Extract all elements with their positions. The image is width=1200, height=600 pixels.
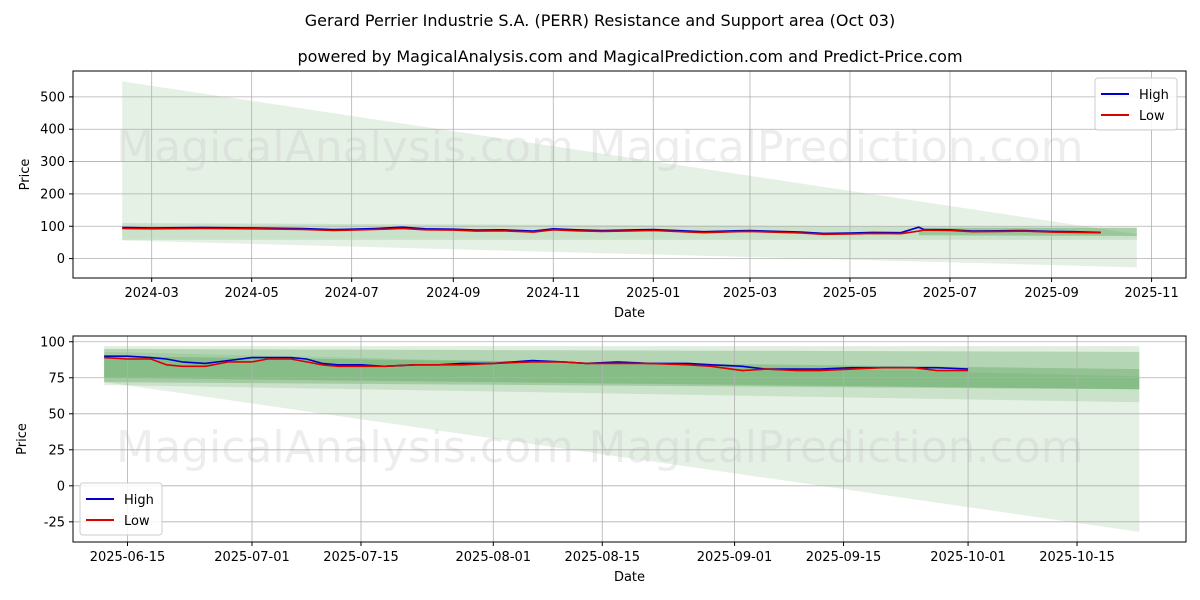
chart-subtitle: powered by MagicalAnalysis.com and Magic… — [297, 47, 962, 66]
low-legend-label: Low — [124, 514, 150, 529]
legend-box — [1094, 77, 1178, 131]
x-tick-label: 2024-09 — [426, 286, 480, 301]
watermark-text: MagicalAnalysis.com — [116, 422, 574, 473]
x-tick-label: 2025-07-15 — [323, 550, 399, 565]
y-tick-label: 100 — [40, 335, 65, 350]
y-tick-label: 25 — [48, 443, 65, 458]
x-tick-label: 2025-09-01 — [697, 550, 773, 565]
x-axis-label: Date — [614, 306, 645, 321]
x-tick-label: 2024-11 — [526, 286, 580, 301]
chart-title: Gerard Perrier Industrie S.A. (PERR) Res… — [305, 11, 895, 30]
plot-frame — [72, 335, 1187, 543]
high-legend-label: High — [1139, 88, 1169, 103]
watermark-text: MagicalPrediction.com — [589, 422, 1084, 473]
low-series-line — [104, 356, 969, 372]
x-tick-label: 2024-03 — [125, 286, 179, 301]
x-axis-label: Date — [614, 570, 645, 585]
y-tick-label: 500 — [40, 90, 65, 105]
support-resistance-band — [104, 348, 1140, 390]
y-tick-label: 0 — [57, 479, 65, 494]
x-tick-label: 2025-05 — [823, 286, 877, 301]
y-tick-label: 100 — [40, 220, 65, 235]
legend: High Low — [79, 482, 163, 536]
support-resistance-band — [122, 81, 1137, 268]
x-tick-label: 2024-07 — [324, 286, 378, 301]
support-resistance-band — [104, 351, 1140, 532]
legend: High Low — [1094, 77, 1178, 131]
x-tick-label: 2025-07-01 — [214, 550, 290, 565]
y-axis-label: Price — [15, 423, 30, 455]
x-tick-label: 2025-11 — [1124, 286, 1178, 301]
y-tick-label: 75 — [48, 371, 65, 386]
low-legend-label: Low — [1139, 109, 1165, 124]
high-series-line — [104, 355, 969, 370]
plot-area: MagicalAnalysis.com MagicalPrediction.com — [73, 71, 1186, 278]
x-tick-label: 2025-10-15 — [1039, 550, 1115, 565]
x-tick-label: 2025-07 — [923, 286, 977, 301]
bottom-chart: MagicalAnalysis.com MagicalPrediction.com… — [15, 335, 1187, 585]
x-tick-label: 2025-08-15 — [564, 550, 640, 565]
low-series-line — [122, 227, 1101, 236]
high-legend-label: High — [124, 493, 154, 508]
watermark-text: MagicalAnalysis.com — [116, 122, 574, 173]
x-tick-label: 2024-05 — [225, 286, 279, 301]
y-tick-label: -25 — [44, 515, 65, 530]
y-axis-label: Price — [18, 159, 33, 191]
legend-box — [79, 482, 163, 536]
support-resistance-band — [104, 346, 1140, 403]
x-tick-label: 2025-09 — [1024, 286, 1078, 301]
y-tick-label: 400 — [40, 123, 65, 138]
x-tick-label: 2025-09-15 — [806, 550, 882, 565]
y-tick-label: 300 — [40, 155, 65, 170]
y-tick-label: 0 — [57, 252, 65, 267]
x-tick-label: 2025-03 — [723, 286, 777, 301]
x-tick-label: 2025-01 — [626, 286, 680, 301]
x-tick-label: 2025-06-15 — [90, 550, 166, 565]
watermark-text: MagicalPrediction.com — [589, 122, 1084, 173]
plot-area: MagicalAnalysis.com MagicalPrediction.com — [73, 336, 1186, 542]
x-tick-label: 2025-08-01 — [456, 550, 532, 565]
y-tick-label: 50 — [48, 407, 65, 422]
plot-frame — [72, 70, 1187, 279]
x-tick-label: 2025-10-01 — [930, 550, 1006, 565]
top-chart: MagicalAnalysis.com MagicalPrediction.com… — [18, 70, 1187, 321]
y-tick-label: 200 — [40, 187, 65, 202]
